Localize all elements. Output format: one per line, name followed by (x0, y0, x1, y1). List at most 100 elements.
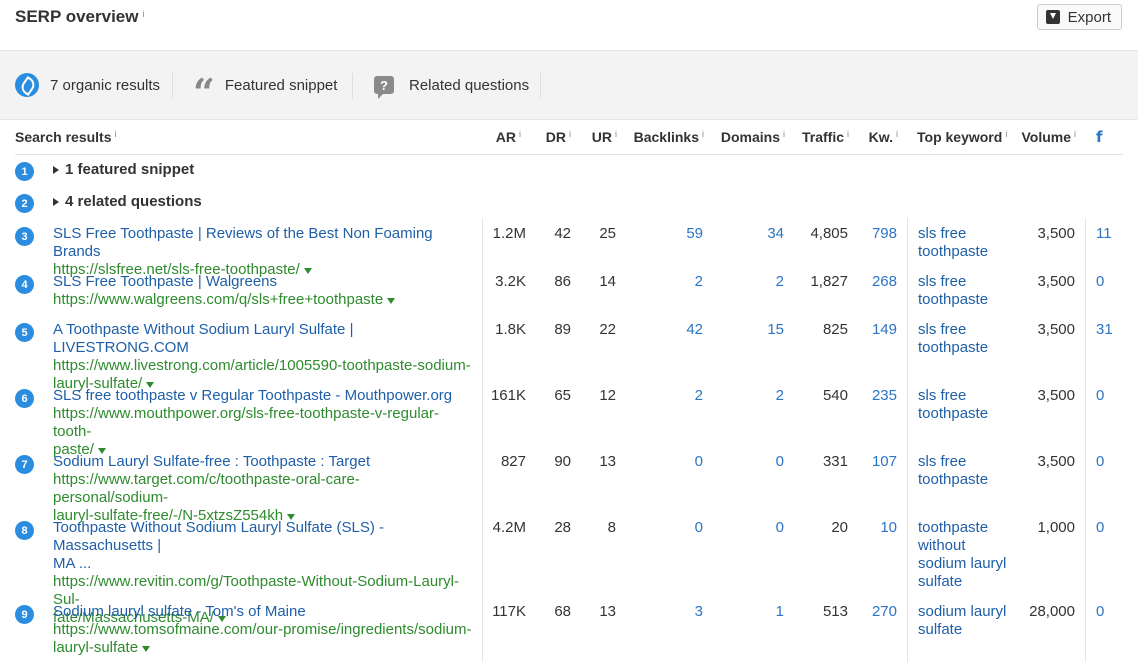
top-keyword-line[interactable]: sls free (918, 225, 967, 242)
export-button[interactable]: Export (1036, 4, 1122, 30)
result-url-line[interactable]: lauryl-sulfate/ (53, 375, 473, 393)
result-title-line[interactable]: SLS Free Toothpaste | Reviews of the Bes… (53, 225, 433, 260)
top-keyword-link[interactable]: sls free toothpaste (918, 273, 1013, 309)
cell-fb[interactable]: 0 (1096, 387, 1105, 404)
result-url-text[interactable]: https://www.livestrong.com/article/10055… (53, 357, 471, 374)
col-search-results[interactable]: Search results i (15, 129, 117, 145)
cell-fb[interactable]: 11 (1096, 225, 1112, 242)
col-backlinks[interactable]: Backlinks i (633, 129, 704, 145)
result-url[interactable]: https://www.tomsofmaine.com/our-promise/… (53, 621, 473, 657)
dropdown-caret-icon[interactable] (303, 268, 312, 274)
info-icon[interactable]: i (142, 9, 145, 19)
col-top-keyword[interactable]: Top keyword i (917, 129, 1008, 145)
col-domains[interactable]: Domains i (720, 129, 785, 145)
result-url-line[interactable]: paste/ (53, 441, 473, 459)
result-title-line[interactable]: Sodium lauryl sulfate - Tom's of Maine (53, 603, 306, 620)
top-keyword-line[interactable]: toothpaste (918, 471, 989, 488)
result-url-line[interactable]: https://www.livestrong.com/article/10055… (53, 357, 473, 375)
group-featured-snippet[interactable]: 1 featured snippet (53, 161, 194, 178)
top-keyword-link[interactable]: sls free toothpaste (918, 387, 1013, 423)
result-url-line[interactable]: fate/Massachusetts-MA/ (53, 609, 473, 627)
result-url-text[interactable]: https://www.revitin.com/g/Toothpaste-Wit… (53, 573, 459, 608)
result-url-text[interactable]: fate/Massachusetts-MA/ (53, 609, 214, 626)
result-url-line[interactable]: lauryl-sulfate (53, 639, 473, 657)
cell-fb[interactable]: 0 (1096, 603, 1105, 620)
cell-fb[interactable]: 31 (1096, 321, 1113, 338)
result-title-link[interactable]: SLS free toothpaste v Regular Toothpaste… (53, 387, 473, 405)
result-url[interactable]: https://slsfree.net/sls-free-toothpaste/ (53, 261, 473, 279)
cell-kw[interactable]: 268 (871, 273, 897, 290)
dropdown-caret-icon[interactable] (142, 646, 151, 652)
top-keyword-line[interactable]: toothpaste (918, 405, 989, 422)
result-url-text[interactable]: https://slsfree.net/sls-free-toothpaste/ (53, 261, 300, 278)
top-keyword-link[interactable]: sls free toothpaste (918, 321, 1013, 357)
cell-backlinks[interactable]: 2 (694, 387, 703, 404)
col-volume[interactable]: Volume i (1021, 129, 1076, 145)
cell-kw[interactable]: 798 (871, 225, 897, 242)
top-keyword-line[interactable]: without (918, 537, 966, 554)
result-title-line[interactable]: MA ... (53, 555, 92, 572)
cell-kw[interactable]: 270 (871, 603, 897, 620)
result-url-line[interactable]: https://www.tomsofmaine.com/our-promise/… (53, 621, 473, 639)
result-url-text[interactable]: https://www.target.com/c/toothpaste-oral… (53, 471, 360, 506)
result-url-text[interactable]: https://www.tomsofmaine.com/our-promise/… (53, 621, 472, 638)
col-ur[interactable]: UR i (591, 129, 617, 145)
result-url-line[interactable]: https://www.mouthpower.org/sls-free-toot… (53, 405, 473, 441)
cell-domains[interactable]: 2 (775, 273, 784, 290)
cell-fb[interactable]: 0 (1096, 519, 1105, 536)
result-title-link[interactable]: Sodium Lauryl Sulfate-free : Toothpaste … (53, 453, 473, 471)
top-keyword-line[interactable]: toothpaste (918, 339, 989, 356)
top-keyword-line[interactable]: sodium lauryl (918, 555, 1007, 572)
result-title-link[interactable]: A Toothpaste Without Sodium Lauryl Sulfa… (53, 321, 473, 357)
result-title-line[interactable]: SLS free toothpaste v Regular Toothpaste… (53, 387, 453, 404)
dropdown-caret-icon[interactable] (97, 448, 106, 454)
result-title-line[interactable]: A Toothpaste Without Sodium Lauryl Sulfa… (53, 321, 354, 356)
result-url-line[interactable]: https://www.walgreens.com/q/sls+free+too… (53, 291, 473, 309)
cell-backlinks[interactable]: 0 (694, 453, 703, 470)
cell-backlinks[interactable]: 2 (694, 273, 703, 290)
result-title-link[interactable]: Toothpaste Without Sodium Lauryl Sulfate… (53, 519, 473, 573)
result-url-text[interactable]: paste/ (53, 441, 94, 458)
result-title-link[interactable]: SLS Free Toothpaste | Reviews of the Bes… (53, 225, 473, 261)
cell-backlinks[interactable]: 59 (686, 225, 703, 242)
result-url-line[interactable]: https://www.revitin.com/g/Toothpaste-Wit… (53, 573, 473, 609)
cell-domains[interactable]: 34 (767, 225, 784, 242)
cell-domains[interactable]: 0 (775, 519, 784, 536)
result-url[interactable]: https://www.target.com/c/toothpaste-oral… (53, 471, 473, 525)
feature-organic-results[interactable]: 7 organic results (15, 51, 160, 119)
top-keyword-line[interactable]: sls free (918, 321, 967, 338)
top-keyword-line[interactable]: sls free (918, 273, 967, 290)
cell-kw[interactable]: 10 (880, 519, 897, 536)
cell-domains[interactable]: 2 (775, 387, 784, 404)
cell-backlinks[interactable]: 0 (694, 519, 703, 536)
feature-featured-snippet[interactable]: “ Featured snippet (193, 51, 337, 119)
cell-domains[interactable]: 1 (775, 603, 784, 620)
result-url-text[interactable]: lauryl-sulfate (53, 639, 139, 656)
result-url[interactable]: https://www.mouthpower.org/sls-free-toot… (53, 405, 473, 459)
result-url[interactable]: https://www.livestrong.com/article/10055… (53, 357, 473, 393)
cell-kw[interactable]: 107 (871, 453, 897, 470)
top-keyword-line[interactable]: sls free (918, 387, 967, 404)
result-title-link[interactable]: SLS Free Toothpaste | Walgreens (53, 273, 473, 291)
top-keyword-line[interactable]: toothpaste (918, 291, 989, 308)
result-title-link[interactable]: Sodium lauryl sulfate - Tom's of Maine (53, 603, 473, 621)
dropdown-caret-icon[interactable] (146, 382, 155, 388)
col-dr[interactable]: DR i (545, 129, 571, 145)
top-keyword-line[interactable]: toothpaste (918, 243, 989, 260)
group-related-questions[interactable]: 4 related questions (53, 193, 202, 210)
top-keyword-line[interactable]: sodium lauryl (918, 603, 1007, 620)
result-url-text[interactable]: https://www.walgreens.com/q/sls+free+too… (53, 291, 384, 308)
result-url-text[interactable]: https://www.mouthpower.org/sls-free-toot… (53, 405, 439, 440)
col-traffic[interactable]: Traffic i (801, 129, 849, 145)
result-title-line[interactable]: Toothpaste Without Sodium Lauryl Sulfate… (53, 519, 384, 554)
result-url-line[interactable]: https://www.target.com/c/toothpaste-oral… (53, 471, 473, 507)
col-ar[interactable]: AR i (495, 129, 521, 145)
cell-backlinks[interactable]: 3 (694, 603, 703, 620)
top-keyword-line[interactable]: sls free (918, 453, 967, 470)
dropdown-caret-icon[interactable] (287, 514, 296, 520)
dropdown-caret-icon[interactable] (217, 616, 226, 622)
col-kw[interactable]: Kw. i (868, 129, 898, 145)
top-keyword-line[interactable]: sulfate (918, 621, 963, 638)
dropdown-caret-icon[interactable] (387, 298, 396, 304)
top-keyword-link[interactable]: sodium lauryl sulfate (918, 603, 1013, 639)
